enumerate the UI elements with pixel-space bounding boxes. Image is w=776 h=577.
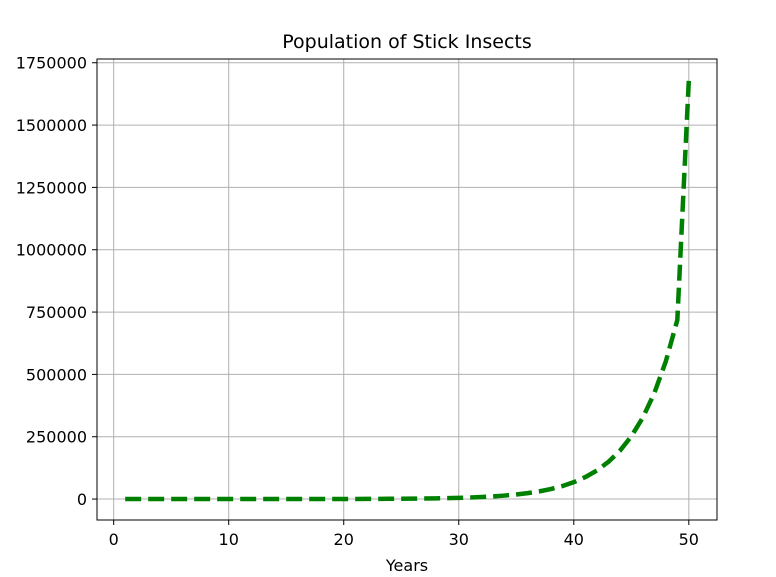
grid-lines (97, 59, 717, 520)
x-tick-label: 0 (109, 530, 119, 549)
y-axis: 0 250000 500000 750000 1000000 1250000 1500000… (16, 54, 97, 509)
plot-frame (96, 58, 718, 521)
x-tick-label: 20 (334, 530, 354, 549)
x-tick-label: 10 (219, 530, 239, 549)
y-tick-label: 0 (77, 490, 87, 509)
x-tick-label: 40 (564, 530, 584, 549)
chart-title: Population of Stick Insects (282, 31, 532, 53)
series-line (125, 80, 692, 502)
x-axis-label: Years (385, 556, 428, 575)
x-tick-label: 50 (679, 530, 699, 549)
series-layer (125, 80, 692, 502)
y-tick-label: 1750000 (16, 54, 87, 73)
y-tick-label: 1000000 (16, 241, 87, 260)
y-tick-label: 250000 (26, 428, 87, 447)
y-tick-label: 1250000 (16, 178, 87, 197)
y-tick-label: 750000 (26, 303, 87, 322)
x-axis: 0 10 20 30 40 50 (109, 520, 699, 549)
y-tick-label: 1500000 (16, 116, 87, 135)
x-tick-label: 30 (449, 530, 469, 549)
y-tick-label: 500000 (26, 365, 87, 384)
